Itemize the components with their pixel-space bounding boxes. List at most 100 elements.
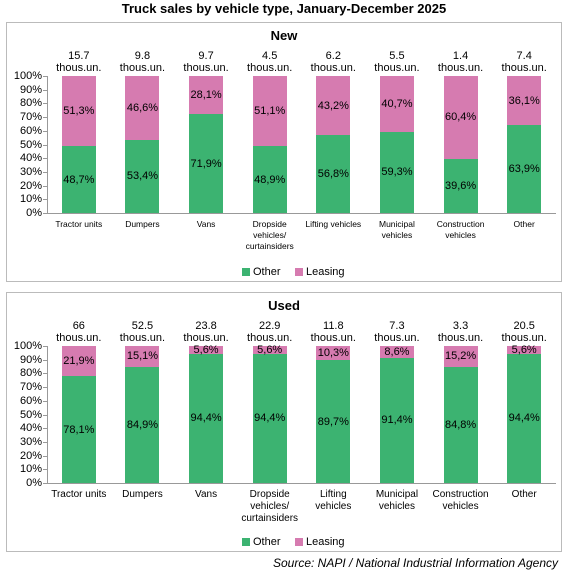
data-label: 51,1%: [254, 105, 286, 117]
legend-label: Leasing: [306, 266, 345, 278]
data-label: 21,9%: [63, 355, 95, 367]
y-tick-label: 40%: [19, 152, 42, 165]
y-tick: [43, 359, 47, 361]
bar-segment: [61, 346, 96, 376]
y-tick-label: 80%: [19, 97, 42, 110]
bar-segment: [507, 346, 542, 354]
y-tick: [43, 400, 47, 402]
y-tick-label: 30%: [19, 435, 42, 448]
bar-segment: [443, 346, 478, 367]
bar-segment: [189, 114, 224, 213]
data-label: 10,3%: [317, 347, 349, 360]
bar-segment: [61, 146, 96, 213]
bar-segment: [252, 76, 287, 146]
y-tick-label: 100%: [13, 70, 42, 82]
y-tick: [43, 171, 47, 173]
data-label: 94,4%: [508, 412, 540, 425]
data-label: 94,4%: [190, 412, 222, 425]
y-tick: [43, 76, 47, 77]
data-label: 15,1%: [126, 350, 159, 363]
bar-segment: [379, 346, 414, 358]
x-tick-label: Vans: [196, 219, 216, 229]
total-label: 20.5 thous.un.: [501, 320, 547, 344]
x-axis: [47, 483, 556, 484]
y-tick-label: 40%: [19, 422, 42, 435]
x-tick-label: Lifting vehicles: [315, 489, 352, 512]
y-tick: [43, 103, 47, 105]
bar-segment: [125, 366, 160, 483]
total-label: 52.5 thous.un.: [119, 320, 166, 344]
x-tick-label: Dropside vehicles/ curtainsiders: [241, 489, 299, 524]
total-label: 9.7 thous.un.: [183, 50, 229, 74]
chart-panel: Used 0% 10% 20% 30% 40% 50% 60% 70% 80% 90% 100% 78,…: [6, 292, 562, 552]
data-label: 40,7%: [381, 97, 413, 110]
x-tick-label: Tractor units: [51, 489, 107, 500]
y-axis: [47, 76, 48, 213]
data-label: 91,4%: [381, 414, 413, 427]
bar-segment: [125, 139, 160, 213]
bar-segment: [316, 360, 351, 483]
y-tick-label: 80%: [19, 367, 42, 380]
data-label: 28,1%: [190, 89, 222, 102]
total-label: 6.2 thous.un.: [310, 50, 356, 74]
bar-segment: [379, 76, 414, 132]
legend-swatch: [295, 538, 303, 546]
bar-segment: [125, 346, 160, 367]
x-tick-label: Lifting vehicles: [305, 219, 362, 229]
legend-label: Other: [253, 536, 281, 548]
y-tick-label: 70%: [19, 381, 42, 394]
x-tick-label: Vans: [195, 489, 218, 500]
y-tick: [43, 199, 47, 201]
bar-segment: [316, 346, 351, 361]
y-tick-label: 30%: [19, 165, 42, 178]
bar-segment: [316, 76, 351, 136]
x-tick-label: Other: [511, 489, 537, 500]
bar-segment: [316, 135, 351, 213]
data-label: 5,6%: [193, 343, 219, 356]
y-tick: [43, 213, 47, 214]
data-label: 84,8%: [444, 418, 477, 431]
data-label: 60,4%: [444, 111, 477, 124]
bar-segment: [507, 76, 542, 126]
total-label: 23.8 thous.un.: [183, 320, 229, 344]
data-label: 5,6%: [257, 343, 283, 356]
data-label: 59,3%: [381, 166, 413, 179]
bar-segment: [61, 376, 96, 483]
total-label: 7.4 thous.un.: [501, 50, 547, 74]
bar-segment: [443, 158, 478, 213]
legend-swatch: [242, 538, 250, 546]
y-tick: [43, 483, 47, 484]
data-label: 84,9%: [126, 418, 159, 431]
y-tick-label: 60%: [19, 394, 42, 407]
legend-swatch: [242, 268, 250, 276]
data-label: 63,9%: [508, 163, 540, 176]
legend-label: Other: [253, 266, 281, 278]
bar-segment: [507, 353, 542, 483]
y-tick: [43, 373, 47, 375]
bar-segment: [443, 76, 478, 159]
legend-swatch: [295, 268, 303, 276]
y-tick-label: 10%: [19, 463, 42, 476]
y-tick: [43, 130, 47, 132]
data-label: 51,3%: [63, 105, 95, 118]
data-label: 39,6%: [444, 179, 477, 192]
x-tick-label: Other: [513, 219, 535, 229]
y-tick: [43, 158, 47, 160]
bar-segment: [189, 76, 224, 115]
bar-segment: [443, 366, 478, 483]
total-label: 4.5 thous.un.: [247, 50, 293, 74]
bar-segment: [379, 131, 414, 213]
bar-segment: [252, 146, 287, 213]
chart-title: New: [270, 28, 298, 43]
data-label: 78,1%: [63, 423, 95, 436]
x-tick-label: Construction vehicles: [436, 219, 485, 240]
bar-segment: [189, 353, 224, 483]
data-label: 5,6%: [511, 343, 537, 356]
data-label: 89,7%: [317, 415, 349, 428]
data-label: 36,1%: [508, 94, 540, 107]
data-label: 48,7%: [63, 173, 95, 186]
y-tick: [43, 455, 47, 457]
data-label: 15,2%: [444, 350, 477, 363]
y-tick: [43, 89, 47, 91]
